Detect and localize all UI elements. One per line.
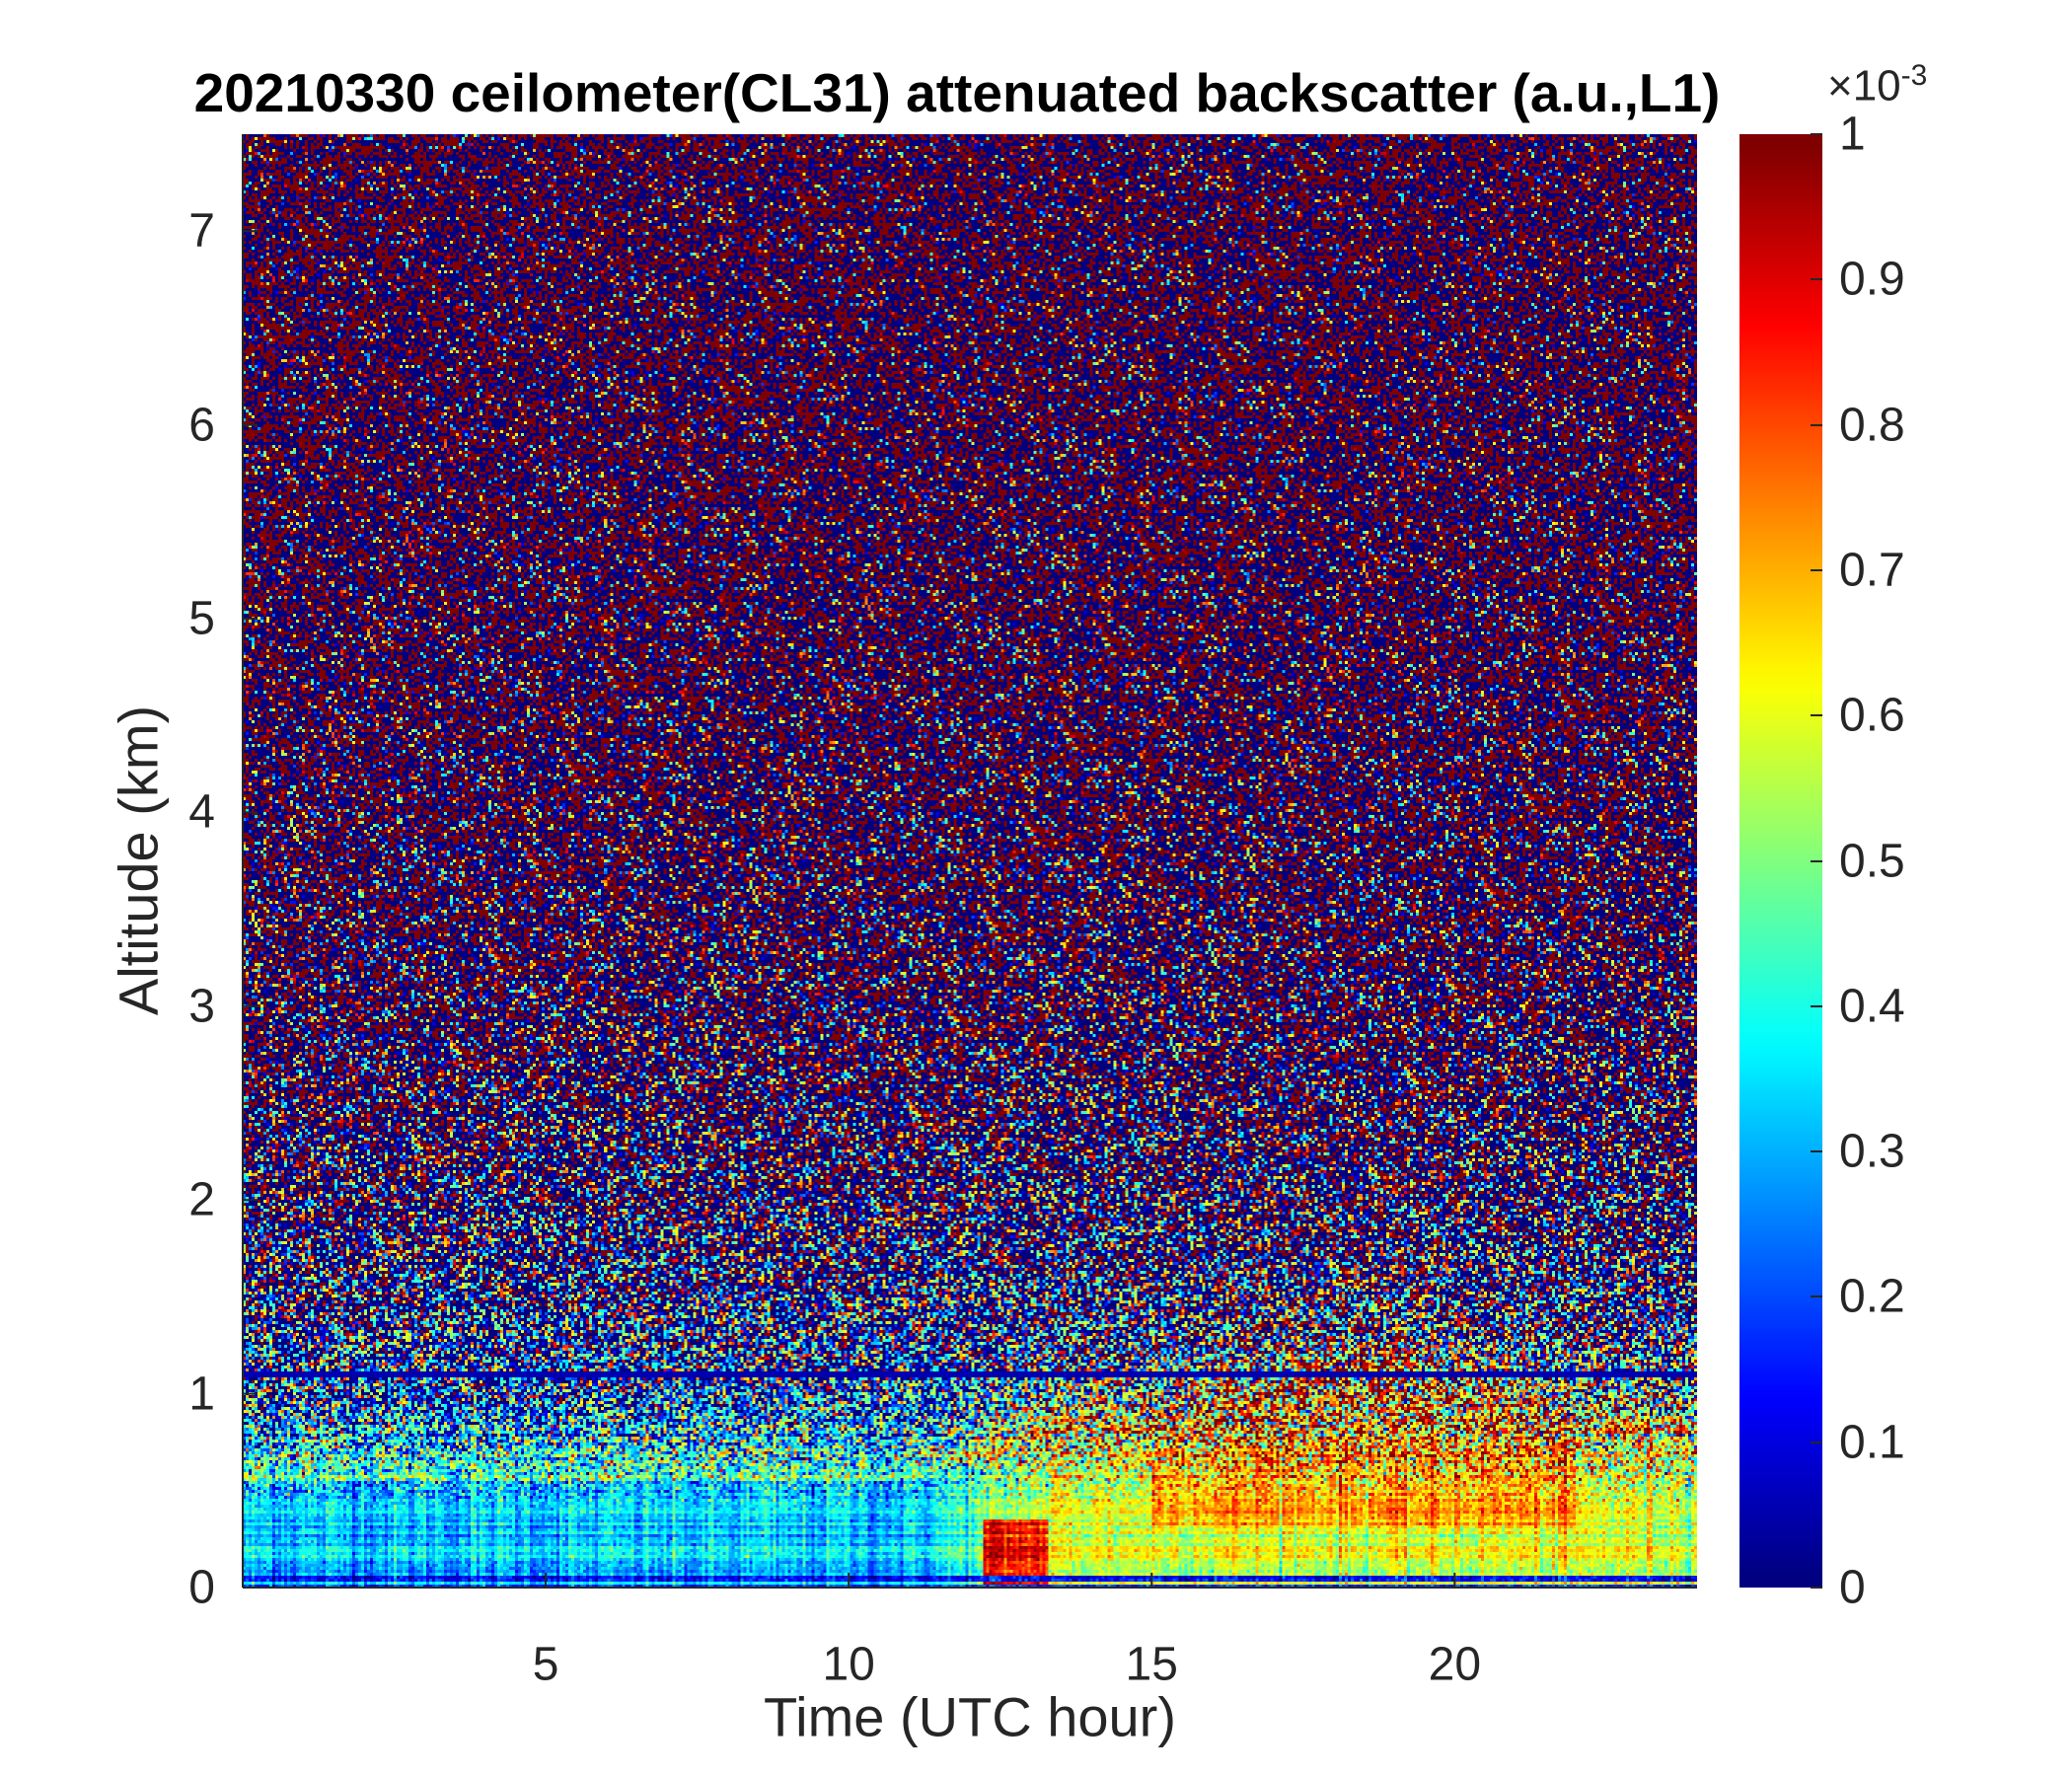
y-tick-label: 5 <box>188 592 215 645</box>
y-tick-label: 6 <box>188 399 215 452</box>
backscatter-heatmap <box>243 134 1697 1588</box>
colorbar-tick-label: 0.2 <box>1839 1270 1905 1323</box>
x-axis-label: Time (UTC hour) <box>764 1685 1176 1748</box>
colorbar-tick <box>1811 278 1822 281</box>
colorbar-tick <box>1811 568 1822 571</box>
colorbar-tick <box>1811 1295 1822 1298</box>
colorbar-tick-label: 0.8 <box>1839 399 1905 452</box>
colorbar-multiplier: ×10-3 <box>1827 59 1927 111</box>
colorbar-tick-label: 0.5 <box>1839 835 1905 887</box>
y-tick-label: 2 <box>188 1173 215 1226</box>
colorbar-multiplier-base: ×10 <box>1827 61 1901 111</box>
colorbar-tick-label: 0.6 <box>1839 689 1905 742</box>
colorbar-tick <box>1811 1150 1822 1153</box>
colorbar-multiplier-exponent: -3 <box>1900 59 1928 92</box>
colorbar-tick <box>1811 714 1822 717</box>
colorbar-tick <box>1811 133 1822 135</box>
colorbar <box>1739 134 1822 1588</box>
y-tick-label: 1 <box>188 1368 215 1421</box>
y-axis-label: Altitude (km) <box>107 704 170 1016</box>
x-tick-label: 5 <box>532 1638 559 1691</box>
colorbar-tick-label: 0 <box>1839 1561 1866 1614</box>
colorbar-tick <box>1811 423 1822 426</box>
plot-area <box>242 134 1697 1589</box>
colorbar-tick-label: 0.4 <box>1839 980 1905 1033</box>
colorbar-tick <box>1811 1441 1822 1443</box>
colorbar-tick <box>1811 1004 1822 1007</box>
colorbar-tick-label: 1 <box>1839 108 1866 161</box>
colorbar-tick <box>1811 1587 1822 1589</box>
axes-frame <box>242 134 1697 1589</box>
colorbar-tick-label: 0.7 <box>1839 544 1905 597</box>
colorbar-gradient <box>1739 134 1822 1588</box>
y-tick-label: 7 <box>188 204 215 258</box>
y-tick-label: 4 <box>188 785 215 839</box>
colorbar-tick-label: 0.3 <box>1839 1125 1905 1178</box>
colorbar-tick-label: 0.9 <box>1839 253 1905 306</box>
colorbar-tick-label: 0.1 <box>1839 1416 1905 1469</box>
x-tick-label: 15 <box>1125 1638 1178 1691</box>
y-tick-label: 3 <box>188 980 215 1033</box>
x-tick-label: 10 <box>822 1638 875 1691</box>
x-tick-label: 20 <box>1428 1638 1482 1691</box>
y-tick-label: 0 <box>188 1561 215 1614</box>
chart-title: 20210330 ceilometer(CL31) attenuated bac… <box>193 62 1721 123</box>
colorbar-tick <box>1811 859 1822 862</box>
